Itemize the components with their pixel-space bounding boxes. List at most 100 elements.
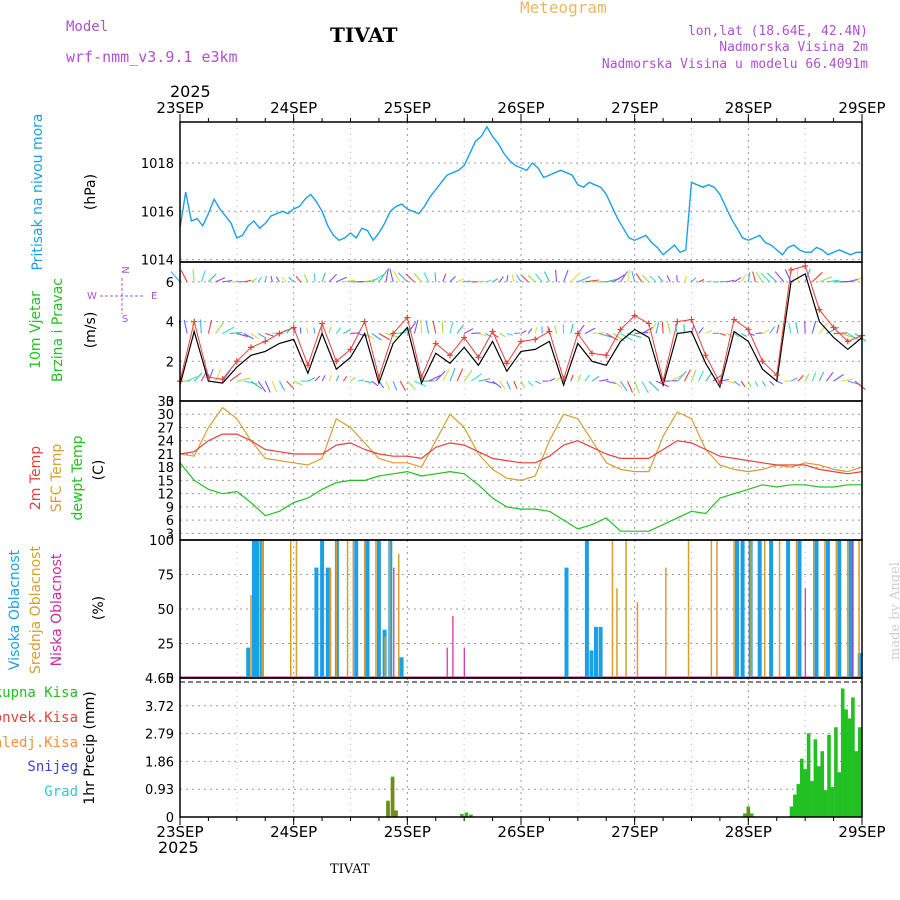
- panel-frame: [179, 400, 863, 541]
- lonlat-label: lon,lat (18.64E, 42.4N): [687, 24, 868, 39]
- cloud-mid-bar: [764, 540, 766, 678]
- wind-gust-marker: [645, 320, 652, 327]
- precip-total-bar: [827, 734, 831, 817]
- y-tick-label: 33: [157, 395, 174, 410]
- wind-barb: [598, 332, 612, 338]
- wind-barb: [747, 380, 752, 388]
- wind-barb: [398, 272, 408, 283]
- y-tick-label: 0: [166, 395, 174, 410]
- precip-total-bar: [851, 697, 855, 817]
- wind-barb: [740, 333, 747, 337]
- wind-barb: [641, 326, 654, 334]
- wind-barb: [399, 380, 406, 391]
- panel-frame: [179, 121, 863, 263]
- wind-barb: [257, 333, 267, 339]
- wind-barb: [790, 377, 798, 382]
- wind-barb: [755, 271, 763, 283]
- wind-barb: [392, 270, 401, 283]
- precip-legend-item: Ukupna Kisa: [0, 685, 78, 701]
- wind-barb: [762, 329, 770, 334]
- wind-barb: [449, 275, 456, 283]
- wind-barb: [428, 374, 442, 382]
- wind-barb: [278, 380, 286, 391]
- cloud-mid-bar: [687, 540, 690, 678]
- cloud-high-bar: [325, 567, 330, 678]
- wind-gust-marker: [830, 324, 837, 331]
- cloud-low-bar: [393, 567, 395, 678]
- precip-legend-item: Konvek.Kisa: [0, 710, 78, 726]
- wind-barb: [726, 333, 733, 337]
- wind-gust-marker: [688, 316, 695, 323]
- year-bottom: 2025: [158, 838, 199, 857]
- wind-barb: [655, 321, 660, 334]
- wind-barb: [335, 327, 342, 334]
- cloud-mid-bar: [616, 588, 618, 678]
- wind-barb: [420, 319, 423, 334]
- x-tick-label-bottom: 23SEP: [156, 823, 203, 841]
- wind-gust-marker: [205, 374, 212, 381]
- station-title: TIVAT: [330, 23, 398, 47]
- cloud-high-bar: [797, 540, 802, 678]
- y-tick-label: 100: [149, 534, 174, 549]
- pressure-line: [179, 125, 862, 256]
- wind-barb: [413, 273, 422, 283]
- y-tick-label: 1014: [141, 254, 174, 269]
- cloud-low-bar: [446, 647, 448, 678]
- precip-total-bar: [823, 790, 828, 817]
- wind-barb: [691, 277, 697, 283]
- wind-barb: [826, 371, 834, 382]
- wind-gust-marker: [574, 330, 581, 337]
- pressure-ylabel: Pritisak na nivou mora: [30, 113, 46, 270]
- wind-barb: [549, 378, 556, 382]
- wind-barb: [570, 323, 574, 334]
- wind-barb: [649, 275, 657, 283]
- cloud-mid-bar: [261, 540, 264, 678]
- wind-barb: [456, 368, 464, 382]
- wind-barb: [657, 275, 664, 283]
- wind-barb: [321, 375, 326, 382]
- wind-barb: [513, 380, 518, 390]
- wind-barb: [521, 275, 529, 283]
- temp-ylabel-1: 2m Temp: [28, 446, 44, 510]
- wind-barb: [200, 270, 206, 283]
- wind-barb: [371, 380, 379, 387]
- cloud-mid-bar: [388, 540, 391, 678]
- wind-barb: [627, 380, 634, 393]
- wind-barb: [577, 324, 585, 334]
- precip-total-bar: [464, 812, 469, 817]
- precip-total-bar: [789, 806, 794, 817]
- wind-barb: [534, 273, 543, 283]
- wind-barb: [584, 374, 590, 382]
- wind-barb: [754, 380, 759, 388]
- wind-gust-marker: [731, 316, 738, 323]
- wind-gust-marker: [589, 350, 596, 357]
- wind-barb: [307, 377, 316, 382]
- wind-gust-marker: [489, 328, 496, 335]
- wind-barb: [648, 322, 657, 334]
- cloud-high-bar: [769, 540, 774, 678]
- wind-barb: [666, 275, 671, 283]
- cloud-mid-bar: [750, 540, 752, 678]
- precip-total-bar: [743, 813, 747, 817]
- wind-barb: [222, 279, 233, 283]
- wind-barb: [492, 278, 499, 283]
- wind-barb: [527, 328, 533, 334]
- wind-speed-line: [179, 273, 863, 389]
- precip-total-bar: [834, 727, 838, 817]
- wind-barb: [257, 276, 263, 283]
- cloud-high-bar: [594, 626, 598, 678]
- wind-gust-marker: [617, 326, 624, 333]
- wind-barb: [357, 379, 365, 382]
- cloud-high-bar: [320, 540, 325, 678]
- wind-gust-marker: [333, 358, 340, 365]
- y-tick-label: 1016: [141, 205, 174, 220]
- wind-barb: [464, 280, 471, 283]
- wind-barb: [288, 276, 295, 283]
- precip-total-bar: [820, 751, 824, 817]
- wind-gust-marker: [475, 354, 482, 361]
- wind-barb: [584, 327, 596, 334]
- wind-barb: [250, 333, 260, 340]
- wind-barb: [797, 374, 804, 382]
- wind-barb: [343, 279, 356, 283]
- wind-barb: [364, 333, 375, 340]
